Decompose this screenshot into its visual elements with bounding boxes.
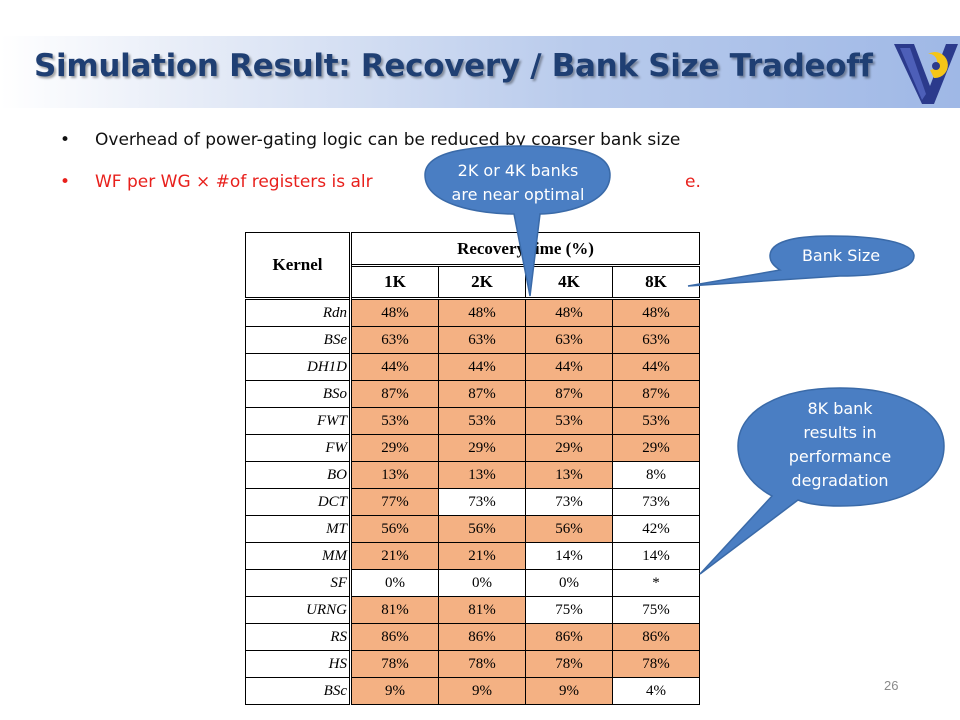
university-v-logo-icon <box>894 44 958 104</box>
recovery-cell-2k: 81% <box>438 596 526 624</box>
table-row: FW 29% 29% 29% 29% <box>245 434 700 462</box>
recovery-cell-2k: 78% <box>438 650 526 678</box>
table-row: HS 78% 78% 78% 78% <box>245 650 700 678</box>
table-row: BO 13% 13% 13% 8% <box>245 461 700 489</box>
callout-line: performance <box>788 447 892 466</box>
recovery-cell-2k: 21% <box>438 542 526 570</box>
table-row: BSc 9% 9% 9% 4% <box>245 677 700 705</box>
recovery-cell-4k: 9% <box>525 677 613 705</box>
recovery-cell-1k: 21% <box>350 542 439 570</box>
recovery-cell-8k: 53% <box>612 407 700 435</box>
recovery-cell-2k: 48% <box>438 297 526 327</box>
recovery-cell-4k: 56% <box>525 515 613 543</box>
recovery-cell-4k: 48% <box>525 297 613 327</box>
recovery-cell-8k: 86% <box>612 623 700 651</box>
table-row: MT 56% 56% 56% 42% <box>245 515 700 543</box>
recovery-cell-1k: 9% <box>350 677 439 705</box>
kernel-cell: SF <box>245 569 352 597</box>
recovery-cell-1k: 63% <box>350 326 439 354</box>
callout-line: 2K or 4K banks <box>457 161 579 180</box>
recovery-cell-8k: 87% <box>612 380 700 408</box>
recovery-cell-4k: 78% <box>525 650 613 678</box>
callout-near-optimal <box>424 145 611 297</box>
recovery-cell-8k: 14% <box>612 542 700 570</box>
recovery-cell-1k: 87% <box>350 380 439 408</box>
bullet-text: WF per WG × #of registers is alr <box>95 172 373 192</box>
recovery-cell-4k: 87% <box>525 380 613 408</box>
page-number: 26 <box>884 678 899 693</box>
slide-title: Simulation Result: Recovery / Bank Size … <box>34 48 873 84</box>
recovery-cell-1k: 78% <box>350 650 439 678</box>
kernel-cell: BO <box>245 461 352 489</box>
recovery-time-table: Kernel Recovery time (%) 1K 2K 4K 8K Rdn… <box>245 232 700 705</box>
recovery-cell-4k: 0% <box>525 569 613 597</box>
callout-bank-size-text: Bank Size <box>801 246 881 265</box>
kernel-header: Kernel <box>245 232 352 299</box>
recovery-cell-4k: 14% <box>525 542 613 570</box>
recovery-cell-8k: 4% <box>612 677 700 705</box>
recovery-cell-8k: 48% <box>612 297 700 327</box>
recovery-cell-1k: 44% <box>350 353 439 381</box>
column-header-4k: 4K <box>525 264 613 299</box>
recovery-cell-4k: 63% <box>525 326 613 354</box>
callout-8k-degradation <box>699 387 945 575</box>
kernel-cell: MM <box>245 542 352 570</box>
recovery-cell-4k: 13% <box>525 461 613 489</box>
title-band <box>0 36 960 108</box>
kernel-cell: FW <box>245 434 352 462</box>
table-row: BSo 87% 87% 87% 87% <box>245 380 700 408</box>
recovery-cell-2k: 63% <box>438 326 526 354</box>
kernel-cell: BSc <box>245 677 352 705</box>
table-row: BSe 63% 63% 63% 63% <box>245 326 700 354</box>
bullet-marker: • <box>60 172 71 192</box>
recovery-cell-2k: 86% <box>438 623 526 651</box>
table-row: MM 21% 21% 14% 14% <box>245 542 700 570</box>
recovery-cell-1k: 13% <box>350 461 439 489</box>
recovery-cell-8k: 44% <box>612 353 700 381</box>
recovery-cell-2k: 13% <box>438 461 526 489</box>
bullet-text: Overhead of power-gating logic can be re… <box>95 130 681 150</box>
callout-bank-size <box>687 235 915 287</box>
recovery-cell-8k: 73% <box>612 488 700 516</box>
bullet-text-tail: e. <box>685 172 701 192</box>
table-row: DH1D 44% 44% 44% 44% <box>245 353 700 381</box>
recovery-cell-8k: * <box>612 569 700 597</box>
column-header-8k: 8K <box>612 264 700 299</box>
table-row: FWT 53% 53% 53% 53% <box>245 407 700 435</box>
table-row: Rdn 48% 48% 48% 48% <box>245 297 700 327</box>
recovery-cell-1k: 86% <box>350 623 439 651</box>
recovery-cell-4k: 29% <box>525 434 613 462</box>
recovery-cell-1k: 56% <box>350 515 439 543</box>
callout-line: degradation <box>791 471 889 490</box>
callout-8k-degradation-text: 8K bank results in performance degradati… <box>752 397 928 493</box>
recovery-cell-2k: 44% <box>438 353 526 381</box>
recovery-cell-4k: 75% <box>525 596 613 624</box>
table-body: Rdn 48% 48% 48% 48% BSe 63% 63% 63% 63% DH1D 44% 44%… <box>245 297 700 705</box>
callout-line: are near optimal <box>451 185 585 204</box>
recovery-cell-8k: 29% <box>612 434 700 462</box>
recovery-cell-1k: 48% <box>350 297 439 327</box>
recovery-cell-8k: 8% <box>612 461 700 489</box>
callout-line: results in <box>803 423 877 442</box>
recovery-cell-8k: 63% <box>612 326 700 354</box>
callout-near-optimal-text: 2K or 4K banks are near optimal <box>428 159 608 207</box>
bullet-marker: • <box>60 130 71 150</box>
recovery-cell-8k: 42% <box>612 515 700 543</box>
table-row: DCT 77% 73% 73% 73% <box>245 488 700 516</box>
recovery-cell-2k: 9% <box>438 677 526 705</box>
callout-line: 8K bank <box>807 399 873 418</box>
kernel-cell: BSe <box>245 326 352 354</box>
recovery-cell-8k: 78% <box>612 650 700 678</box>
recovery-cell-4k: 53% <box>525 407 613 435</box>
recovery-cell-2k: 29% <box>438 434 526 462</box>
table-row: SF 0% 0% 0% * <box>245 569 700 597</box>
recovery-cell-1k: 29% <box>350 434 439 462</box>
recovery-cell-8k: 75% <box>612 596 700 624</box>
recovery-cell-1k: 77% <box>350 488 439 516</box>
kernel-cell: DH1D <box>245 353 352 381</box>
recovery-cell-2k: 53% <box>438 407 526 435</box>
recovery-cell-2k: 73% <box>438 488 526 516</box>
